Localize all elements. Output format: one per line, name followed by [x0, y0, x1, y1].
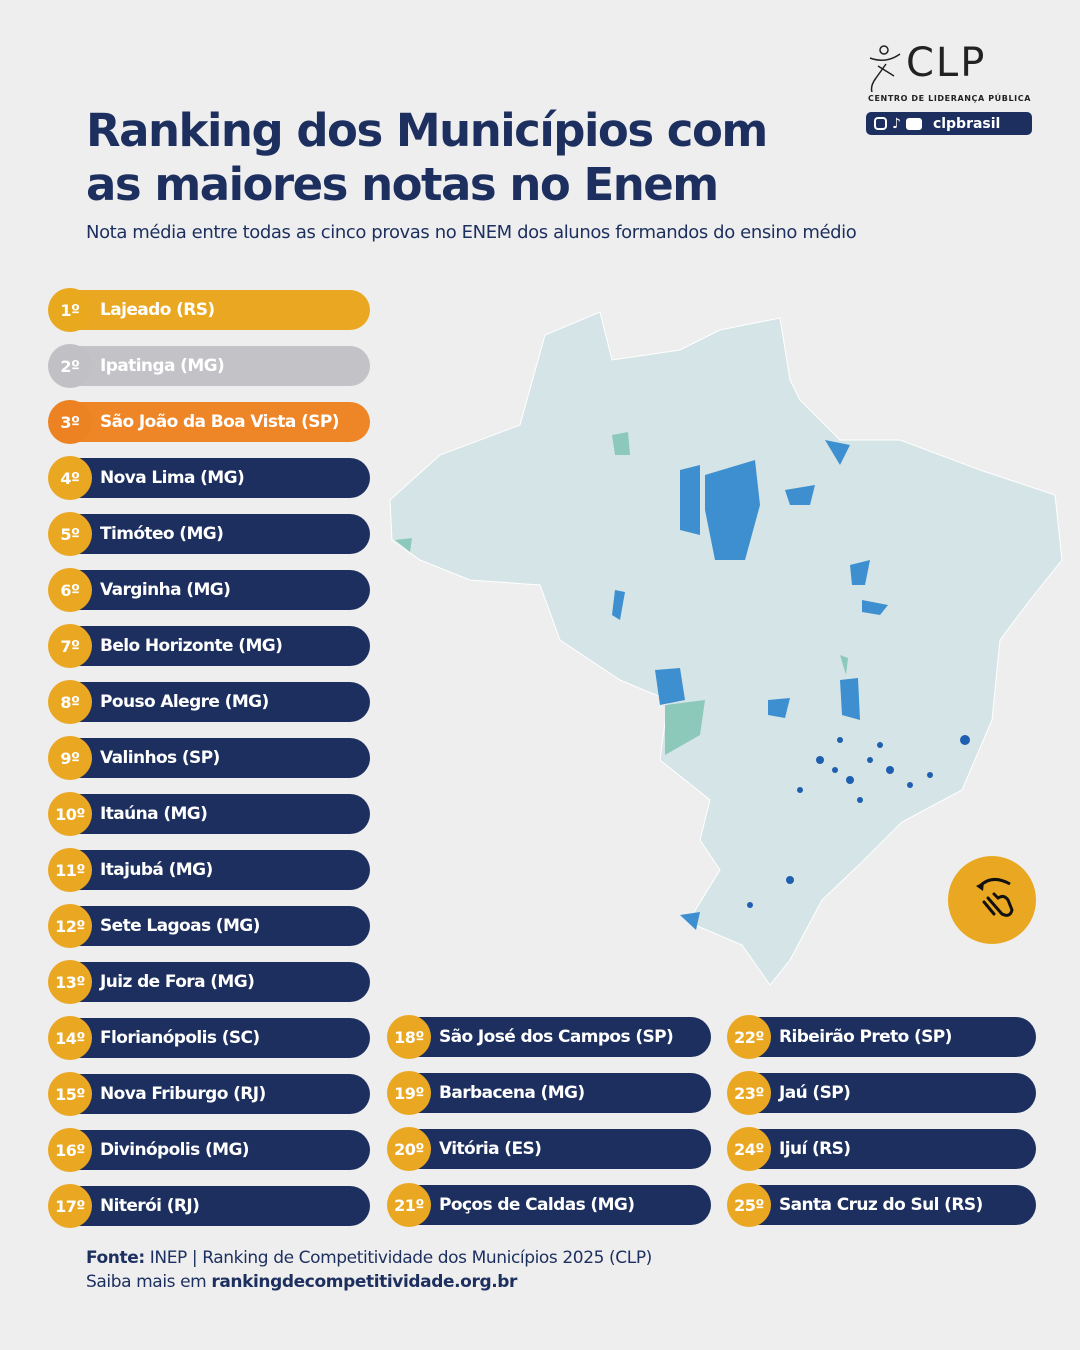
ranking-row: 3º São João da Boa Vista (SP) [48, 400, 370, 444]
municipality-name: Timóteo (MG) [100, 524, 224, 544]
ranking-row: 4º Nova Lima (MG) [48, 456, 370, 500]
ranking-row: 16º Divinópolis (MG) [48, 1128, 370, 1172]
rank-badge: 6º [48, 568, 92, 612]
municipality-name: Lajeado (RS) [100, 300, 215, 320]
ranking-row: 13º Juiz de Fora (MG) [48, 960, 370, 1004]
municipality-name: Santa Cruz do Sul (RS) [779, 1195, 983, 1215]
ranking-row: 2º Ipatinga (MG) [48, 344, 370, 388]
municipality-name: Niterói (RJ) [100, 1196, 200, 1216]
rank-badge: 13º [48, 960, 92, 1004]
rank-badge: 9º [48, 736, 92, 780]
rank-badge: 5º [48, 512, 92, 556]
municipality-name: Itaúna (MG) [100, 804, 208, 824]
social-bar[interactable]: ♪ clpbrasil [866, 112, 1032, 135]
instagram-icon [874, 117, 887, 130]
municipality-name: Sete Lagoas (MG) [100, 916, 260, 936]
ranking-row: 23º Jaú (SP) [727, 1071, 1036, 1115]
ranking-row: 14º Florianópolis (SC) [48, 1016, 370, 1060]
rank-badge: 12º [48, 904, 92, 948]
map-top-regions [747, 735, 970, 908]
page-subtitle: Nota média entre todas as cinco provas n… [86, 222, 857, 243]
rank-badge: 4º [48, 456, 92, 500]
ranking-row: 1º Lajeado (RS) [48, 288, 370, 332]
ranking-row: 19º Barbacena (MG) [387, 1071, 711, 1115]
ranking-row: 6º Varginha (MG) [48, 568, 370, 612]
ranking-row: 10º Itaúna (MG) [48, 792, 370, 836]
ranking-row: 20º Vitória (ES) [387, 1127, 711, 1171]
municipality-name: Varginha (MG) [100, 580, 231, 600]
municipality-name: Nova Friburgo (RJ) [100, 1084, 266, 1104]
municipality-name: São João da Boa Vista (SP) [100, 412, 340, 432]
rank-badge: 17º [48, 1184, 92, 1228]
rank-badge: 22º [727, 1015, 771, 1059]
rank-badge: 8º [48, 680, 92, 724]
rank-badge: 23º [727, 1071, 771, 1115]
rank-badge: 24º [727, 1127, 771, 1171]
ranking-row: 24º Ijuí (RS) [727, 1127, 1036, 1171]
rank-badge: 18º [387, 1015, 431, 1059]
map-highlight-regions [612, 440, 888, 930]
rank-badge: 10º [48, 792, 92, 836]
ranking-row: 18º São José dos Campos (SP) [387, 1015, 711, 1059]
rank-badge: 21º [387, 1183, 431, 1227]
municipality-name: Pouso Alegre (MG) [100, 692, 269, 712]
tiktok-icon: ♪ [892, 115, 901, 132]
ranking-row: 15º Nova Friburgo (RJ) [48, 1072, 370, 1116]
ranking-row: 5º Timóteo (MG) [48, 512, 370, 556]
municipality-name: Jaú (SP) [779, 1083, 851, 1103]
swipe-hand-icon[interactable] [948, 856, 1036, 944]
municipality-name: Barbacena (MG) [439, 1083, 585, 1103]
municipality-name: São José dos Campos (SP) [439, 1027, 674, 1047]
rank-badge: 15º [48, 1072, 92, 1116]
municipality-name: Ribeirão Preto (SP) [779, 1027, 952, 1047]
ranking-row: 25º Santa Cruz do Sul (RS) [727, 1183, 1036, 1227]
municipality-name: Valinhos (SP) [100, 748, 220, 768]
rank-badge: 19º [387, 1071, 431, 1115]
footer-source: Fonte: INEP | Ranking de Competitividade… [86, 1248, 652, 1292]
map-teal-regions [395, 432, 848, 755]
ranking-row: 17º Niterói (RJ) [48, 1184, 370, 1228]
municipality-name: Divinópolis (MG) [100, 1140, 250, 1160]
municipality-name: Florianópolis (SC) [100, 1028, 260, 1048]
municipality-name: Ijuí (RS) [779, 1139, 851, 1159]
website-link[interactable]: rankingdecompetitividade.org.br [211, 1272, 518, 1292]
municipality-name: Nova Lima (MG) [100, 468, 245, 488]
municipality-name: Ipatinga (MG) [100, 356, 225, 376]
rank-badge: 16º [48, 1128, 92, 1172]
brazil-outline [389, 311, 1063, 986]
municipality-name: Itajubá (MG) [100, 860, 213, 880]
municipality-name: Belo Horizonte (MG) [100, 636, 283, 656]
ranking-row: 11º Itajubá (MG) [48, 848, 370, 892]
municipality-name: Vitória (ES) [439, 1139, 542, 1159]
rank-badge: 14º [48, 1016, 92, 1060]
ranking-row: 9º Valinhos (SP) [48, 736, 370, 780]
ranking-row: 7º Belo Horizonte (MG) [48, 624, 370, 668]
rank-badge: 7º [48, 624, 92, 668]
municipality-name: Juiz de Fora (MG) [100, 972, 255, 992]
rank-badge: 11º [48, 848, 92, 892]
municipality-name: Poços de Caldas (MG) [439, 1195, 635, 1215]
rank-badge: 25º [727, 1183, 771, 1227]
clp-figure-icon [869, 45, 901, 92]
rank-badge: 20º [387, 1127, 431, 1171]
rank-badge: 2º [48, 344, 92, 388]
ranking-row: 8º Pouso Alegre (MG) [48, 680, 370, 724]
rank-badge: 1º [48, 288, 92, 332]
youtube-icon [905, 117, 922, 130]
page-title: Ranking dos Municípios com as maiores not… [86, 104, 768, 211]
ranking-row: 21º Poços de Caldas (MG) [387, 1183, 711, 1227]
ranking-row: 12º Sete Lagoas (MG) [48, 904, 370, 948]
ranking-row: 22º Ribeirão Preto (SP) [727, 1015, 1036, 1059]
rank-badge: 3º [48, 400, 92, 444]
